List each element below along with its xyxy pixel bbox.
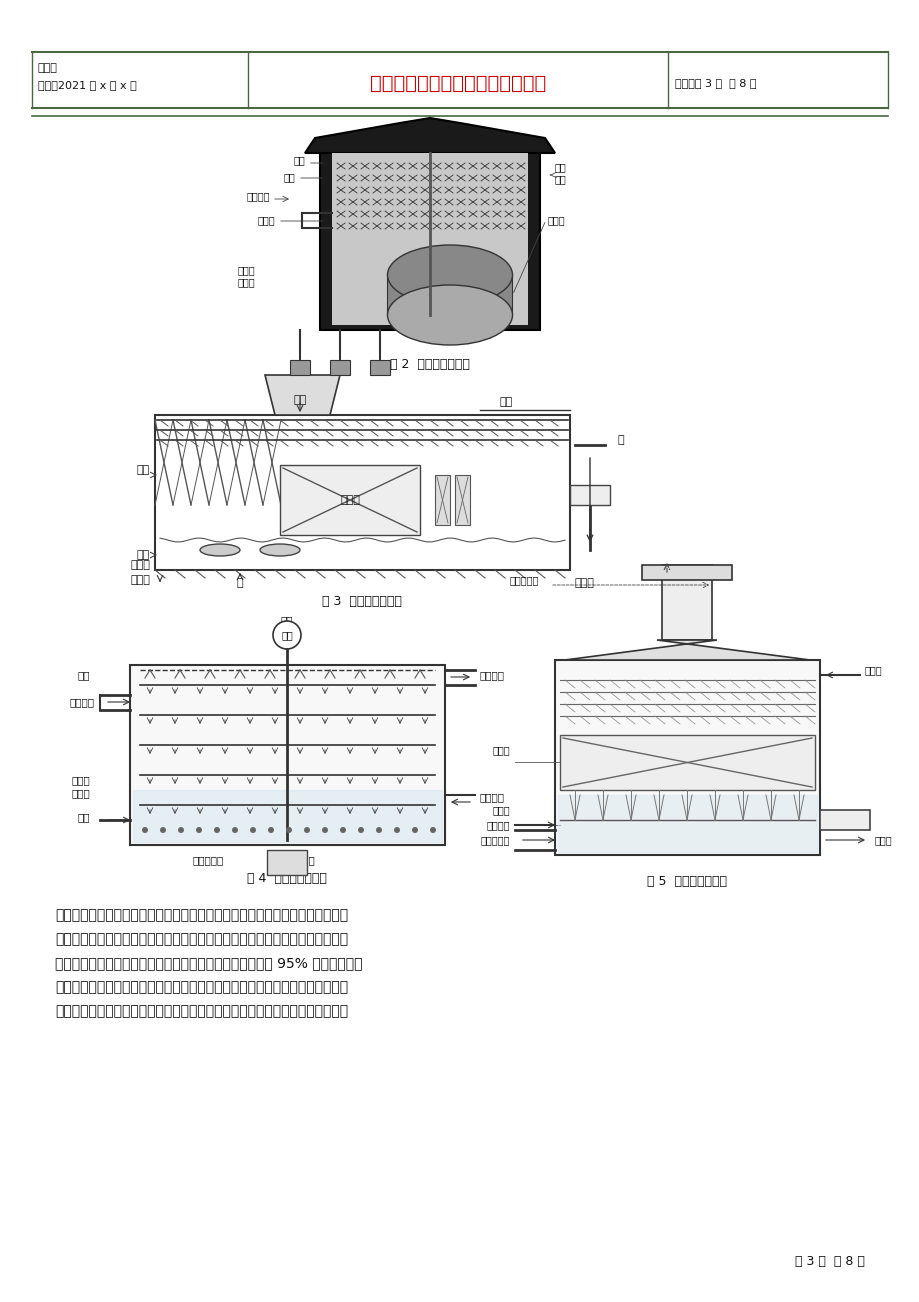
Text: 喷水: 喷水 bbox=[77, 671, 90, 680]
Text: 烟气出口: 烟气出口 bbox=[480, 671, 505, 680]
Circle shape bbox=[177, 827, 184, 833]
Bar bbox=[130, 665, 445, 845]
Ellipse shape bbox=[387, 245, 512, 305]
Text: 格栅: 格栅 bbox=[137, 465, 150, 475]
Text: 隔板: 隔板 bbox=[283, 172, 295, 182]
Text: 石灰浆液: 石灰浆液 bbox=[480, 792, 505, 802]
Text: 水: 水 bbox=[618, 435, 624, 445]
Text: 时间：2021 年 x 月 x 日: 时间：2021 年 x 月 x 日 bbox=[38, 79, 137, 90]
Circle shape bbox=[267, 827, 274, 833]
Text: 力小，目前应用较多，但该塔喷嘴磨损大且宜堵塞，需要定期检修，为系统的正: 力小，目前应用较多，但该塔喷嘴磨损大且宜堵塞，需要定期检修，为系统的正 bbox=[55, 980, 347, 993]
Bar bbox=[560, 736, 814, 790]
Text: 烟气入口: 烟气入口 bbox=[70, 697, 95, 707]
Circle shape bbox=[232, 827, 238, 833]
Ellipse shape bbox=[260, 544, 300, 556]
Text: 页码：第 3 页  共 8 页: 页码：第 3 页 共 8 页 bbox=[675, 78, 755, 89]
Text: 工业水: 工业水 bbox=[864, 665, 881, 674]
Bar bbox=[154, 415, 570, 570]
Text: 去脱水: 去脱水 bbox=[130, 560, 150, 570]
Bar bbox=[570, 486, 609, 505]
Text: 不同的吸收塔有不同的吸收区设计，其中栅格式吸收塔由于系统阻力大、栅: 不同的吸收塔有不同的吸收区设计，其中栅格式吸收塔由于系统阻力大、栅 bbox=[55, 907, 347, 922]
Text: 马达: 马达 bbox=[280, 615, 293, 625]
Bar bbox=[435, 475, 449, 525]
Text: 脱硫后烟气: 脱硫后烟气 bbox=[509, 575, 539, 585]
Circle shape bbox=[376, 827, 381, 833]
Text: 泡反应: 泡反应 bbox=[71, 788, 90, 798]
Text: 书山有路勤为径，学海无涯苦作舟: 书山有路勤为径，学海无涯苦作舟 bbox=[369, 73, 546, 92]
Text: 石灰浆: 石灰浆 bbox=[492, 805, 509, 815]
Circle shape bbox=[273, 621, 301, 648]
Text: 图 3  格栅脱硫反应塔: 图 3 格栅脱硫反应塔 bbox=[322, 595, 402, 608]
Circle shape bbox=[196, 827, 202, 833]
Circle shape bbox=[250, 827, 255, 833]
Circle shape bbox=[357, 827, 364, 833]
Circle shape bbox=[340, 827, 346, 833]
Text: 未脱硫烟气: 未脱硫烟气 bbox=[480, 835, 509, 845]
Bar bbox=[455, 475, 470, 525]
Text: 编号：: 编号： bbox=[38, 62, 58, 73]
Polygon shape bbox=[564, 641, 809, 660]
Polygon shape bbox=[387, 275, 512, 315]
Text: 图 4  鼓泡脱硫反应塔: 图 4 鼓泡脱硫反应塔 bbox=[247, 872, 326, 885]
Bar bbox=[267, 850, 307, 875]
Circle shape bbox=[322, 827, 328, 833]
Circle shape bbox=[286, 827, 291, 833]
Polygon shape bbox=[320, 148, 539, 329]
Text: 搅拌器: 搅拌器 bbox=[297, 855, 315, 865]
Bar bbox=[662, 565, 711, 641]
Text: 马达: 马达 bbox=[281, 630, 292, 641]
Text: 除雾器: 除雾器 bbox=[492, 745, 509, 755]
Text: 第 3 页  共 8 页: 第 3 页 共 8 页 bbox=[794, 1255, 864, 1268]
Text: 烟气: 烟气 bbox=[293, 395, 306, 405]
Bar bbox=[279, 465, 420, 535]
Circle shape bbox=[303, 827, 310, 833]
Text: 常运行带来一定的影响，目前设计人员对喷嘴进行了技术改进，系统维护量相对: 常运行带来一定的影响，目前设计人员对喷嘴进行了技术改进，系统维护量相对 bbox=[55, 1004, 347, 1018]
Text: 烟气出口: 烟气出口 bbox=[246, 191, 269, 201]
Text: 入口: 入口 bbox=[554, 174, 566, 184]
Bar bbox=[819, 810, 869, 829]
Text: 水: 水 bbox=[236, 578, 243, 589]
Circle shape bbox=[393, 827, 400, 833]
Polygon shape bbox=[289, 359, 310, 375]
Bar bbox=[554, 660, 819, 855]
Text: 吸收塔: 吸收塔 bbox=[237, 266, 255, 275]
Text: 图 5  液柱脱硫反应塔: 图 5 液柱脱硫反应塔 bbox=[646, 875, 726, 888]
Text: 循环泵: 循环泵 bbox=[237, 277, 255, 286]
Text: 烟气: 烟气 bbox=[554, 161, 566, 172]
Text: 硫酸钙: 硫酸钙 bbox=[874, 835, 891, 845]
Text: 气液鼓: 气液鼓 bbox=[71, 775, 90, 785]
Text: 浆液: 浆液 bbox=[499, 397, 513, 408]
Polygon shape bbox=[265, 375, 340, 415]
Polygon shape bbox=[369, 359, 390, 375]
Circle shape bbox=[429, 827, 436, 833]
Text: 对偏低等问题应用较少；喷淋式吸收塔由于脱硫效率能达到 95% 以上，系统阻: 对偏低等问题应用较少；喷淋式吸收塔由于脱硫效率能达到 95% 以上，系统阻 bbox=[55, 956, 362, 970]
Circle shape bbox=[214, 827, 220, 833]
Text: 的石膏: 的石膏 bbox=[130, 575, 150, 585]
Ellipse shape bbox=[199, 544, 240, 556]
Circle shape bbox=[160, 827, 165, 833]
Polygon shape bbox=[332, 154, 528, 326]
Text: 格宜堵和宜结垢等问题逐渐被淘汰；鼓泡式吸收塔也由于系统阻力大、脱硫率相: 格宜堵和宜结垢等问题逐渐被淘汰；鼓泡式吸收塔也由于系统阻力大、脱硫率相 bbox=[55, 932, 347, 947]
Text: 氧化空气: 氧化空气 bbox=[486, 820, 509, 829]
Text: 图 2  喷淋脱硫反应塔: 图 2 喷淋脱硫反应塔 bbox=[390, 358, 470, 371]
Text: 空气: 空气 bbox=[77, 812, 90, 822]
Polygon shape bbox=[305, 118, 554, 154]
Text: 空气分配器: 空气分配器 bbox=[192, 855, 223, 865]
Text: 除雾器: 除雾器 bbox=[340, 495, 359, 505]
Bar bbox=[641, 565, 732, 579]
Text: 喷嘴: 喷嘴 bbox=[293, 155, 305, 165]
Ellipse shape bbox=[387, 285, 512, 345]
Text: 空气: 空气 bbox=[137, 549, 150, 560]
Polygon shape bbox=[330, 359, 349, 375]
Text: 除雾器: 除雾器 bbox=[257, 215, 275, 225]
Text: 氧化槽: 氧化槽 bbox=[548, 215, 565, 225]
Text: 石灰石: 石灰石 bbox=[574, 578, 595, 589]
Circle shape bbox=[412, 827, 417, 833]
Circle shape bbox=[142, 827, 148, 833]
Text: 氧化气管: 氧化气管 bbox=[449, 285, 473, 296]
